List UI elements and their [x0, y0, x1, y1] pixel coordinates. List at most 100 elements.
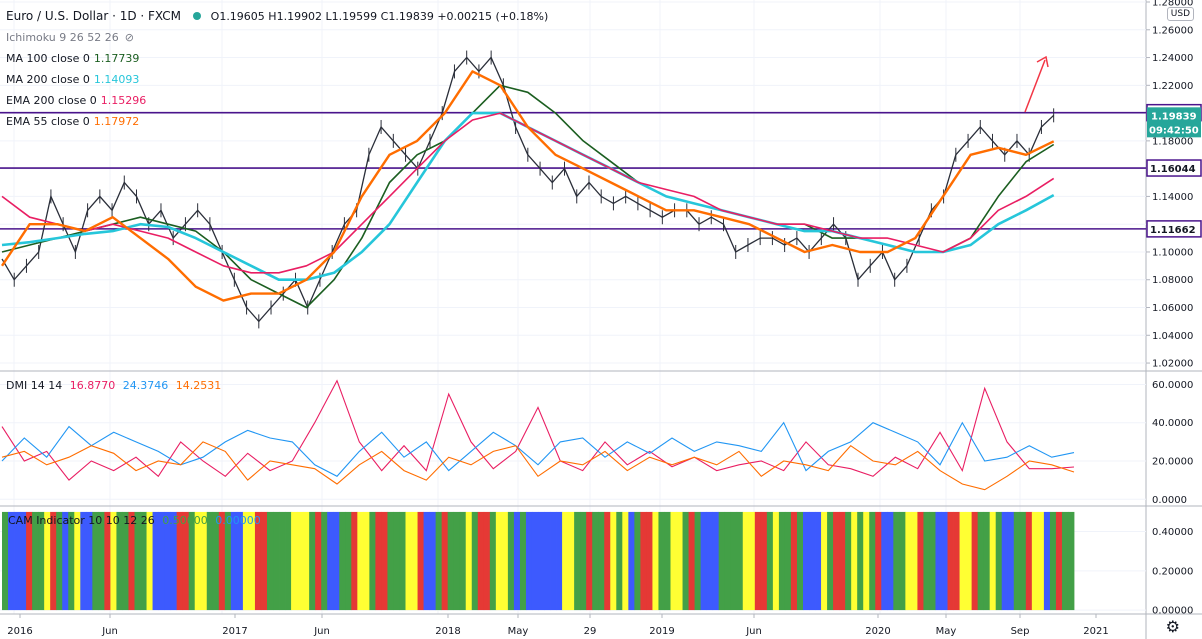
dmi-series-line [1, 421, 1075, 477]
indicator-row[interactable]: MA 100 close 0 1.17739 [6, 52, 139, 65]
cam-bar [688, 511, 695, 611]
indicator-value: 1.17972 [93, 115, 140, 128]
time-tick-label: Jun [101, 626, 118, 637]
cam-bar [513, 511, 521, 611]
cam-bar [429, 511, 437, 611]
cam-bar [483, 511, 491, 611]
cam-bar [50, 511, 57, 611]
cam-bar [1061, 511, 1069, 611]
cam-bar [122, 511, 129, 611]
cam-bar [375, 511, 382, 611]
dmi-tick-label: 40.0000 [1152, 418, 1193, 429]
level-tag: 1.11662 [1150, 225, 1196, 236]
indicator-row[interactable]: EMA 200 close 0 1.15296 [6, 94, 146, 107]
cam-bar [158, 511, 165, 611]
cam-bar [381, 511, 388, 611]
level-tag-bg [1147, 160, 1201, 177]
cam-value-1: 0.50000 [162, 514, 208, 527]
cam-bar [556, 511, 563, 611]
settings-gear-icon[interactable]: ⚙ [1165, 617, 1180, 636]
cam-bar [772, 511, 780, 611]
cam-bar [863, 511, 870, 611]
cam-bar [525, 511, 533, 611]
cam-bar [851, 511, 858, 611]
cam-bar [616, 511, 623, 611]
cam-bar [706, 511, 714, 611]
cam-bar [194, 511, 202, 611]
cam-bar [519, 511, 527, 611]
cam-bar [845, 511, 852, 611]
cam-bar [501, 511, 509, 611]
cam-bar [242, 511, 250, 611]
cam-bar [351, 511, 358, 611]
indicator-label: MA 200 close 0 [6, 73, 90, 86]
cam-bar [604, 511, 611, 611]
time-tick-label: May [936, 626, 957, 637]
cam-bar [640, 511, 647, 611]
cam-bar [748, 511, 756, 611]
cam-bar [592, 511, 599, 611]
cam-bar [405, 511, 412, 611]
cam-tick-label: 0.00000 [1152, 606, 1193, 617]
cam-bar [176, 511, 184, 611]
cam-bar [230, 511, 238, 611]
indicator-row[interactable]: MA 200 close 0 1.14093 [6, 73, 139, 86]
cam-bar [923, 511, 930, 611]
cam-label[interactable]: CAM Indicator 10 10 12 26 [8, 514, 155, 527]
symbol-title[interactable]: Euro / U.S. Dollar · 1D · FXCM [6, 9, 181, 23]
time-tick-label: Sep [1011, 626, 1030, 637]
level-tag-border [1146, 159, 1202, 177]
cam-bar [929, 511, 936, 611]
price-tick-label: 1.14000 [1152, 192, 1193, 203]
cam-bar [507, 511, 515, 611]
cam-bar [128, 511, 135, 611]
cam-bar [315, 511, 322, 611]
cam-bar [170, 511, 178, 611]
cam-bar [538, 511, 545, 611]
cam-bar [369, 511, 376, 611]
price-tick-label: 1.26000 [1152, 25, 1193, 36]
cam-bar [44, 511, 51, 611]
cam-bar [796, 511, 804, 611]
indicator-row[interactable]: Ichimoku 9 26 52 26 ⊘ [6, 31, 134, 44]
last-price-tag-bg [1147, 107, 1201, 138]
cam-bar [971, 511, 979, 611]
cam-bar [610, 511, 617, 611]
hidden-eye-icon[interactable]: ⊘ [124, 31, 134, 44]
cam-bar [784, 511, 792, 611]
indicator-row[interactable]: EMA 55 close 0 1.17972 [6, 115, 139, 128]
cam-bar [206, 511, 214, 611]
cam-bar [345, 511, 352, 611]
time-tick-label: 2018 [435, 626, 460, 637]
cam-bar [646, 511, 653, 611]
cam-bar [291, 511, 298, 611]
cam-bar [531, 511, 539, 611]
cam-bar [586, 511, 593, 611]
dmi-series-line [1, 441, 1075, 491]
cam-bar [1001, 511, 1009, 611]
time-tick-label: 2017 [222, 626, 247, 637]
cam-bar [200, 511, 208, 611]
cam-bar [544, 511, 551, 611]
price-tick-label: 1.08000 [1152, 275, 1193, 286]
level-tag-border [1146, 220, 1202, 238]
cam-bar [857, 511, 864, 611]
cam-bar [694, 511, 701, 611]
cam-bar [152, 511, 159, 611]
cam-tick-label: 0.20000 [1152, 566, 1193, 577]
dmi-tick-label: 60.0000 [1152, 380, 1193, 391]
cam-bar [809, 511, 816, 611]
time-tick-label: 2020 [865, 626, 890, 637]
level-tag: 1.16044 [1150, 164, 1196, 175]
cam-bar [935, 511, 942, 611]
cam-bar [965, 511, 973, 611]
cam-bar [869, 511, 876, 611]
dmi-series-line [1, 379, 1075, 481]
cam-bar [423, 511, 430, 611]
currency-badge[interactable]: USD [1166, 7, 1194, 21]
time-tick-label: May [508, 626, 529, 637]
dmi-label[interactable]: DMI 14 14 [6, 379, 63, 392]
cam-bar [1007, 511, 1015, 611]
cam-bar [977, 511, 985, 611]
